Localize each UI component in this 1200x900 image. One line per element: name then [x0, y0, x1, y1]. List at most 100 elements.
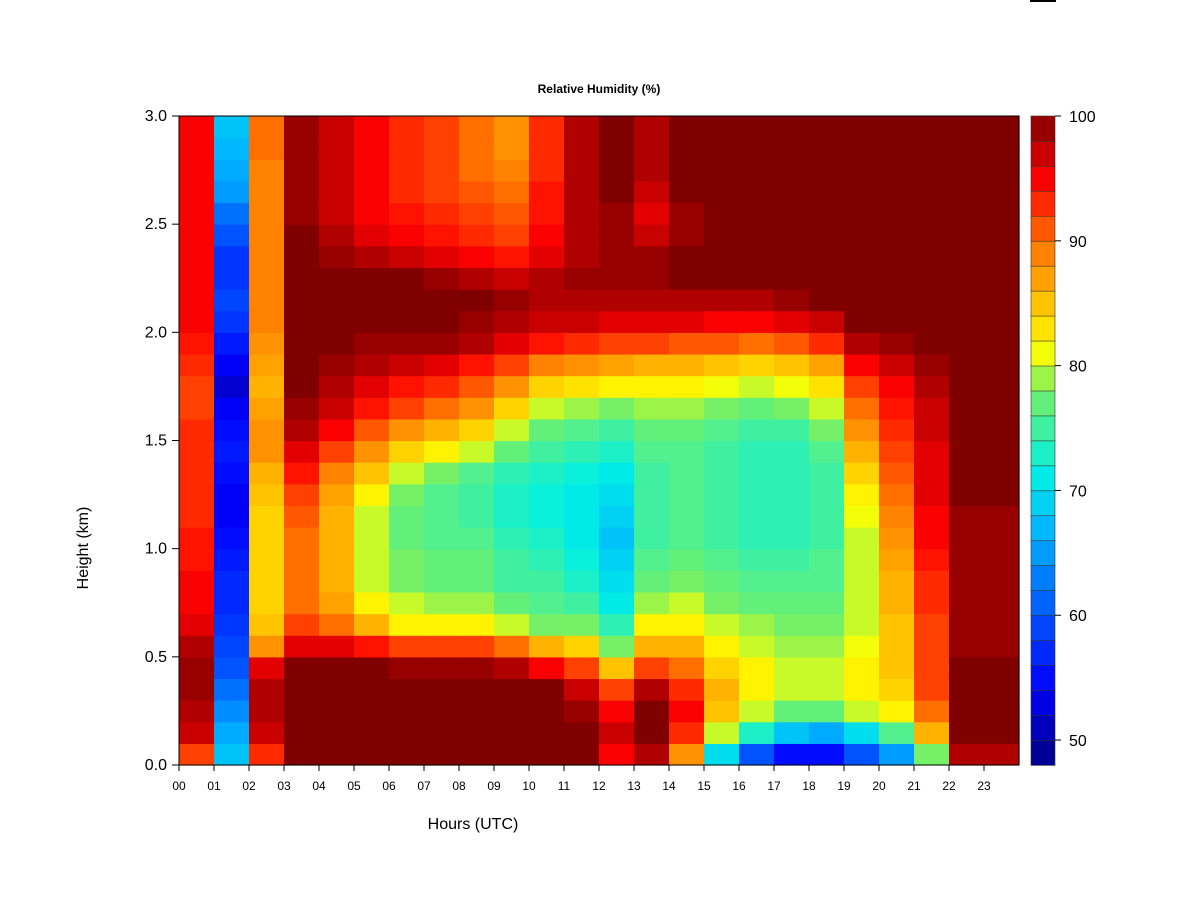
heatmap-cell: [599, 202, 635, 225]
heatmap-cell: [914, 527, 950, 550]
heatmap-cell: [809, 137, 845, 160]
heatmap-cell: [459, 483, 495, 506]
heatmap-cell: [564, 721, 600, 744]
heatmap-cell: [529, 310, 565, 333]
heatmap-cell: [354, 570, 390, 593]
heatmap-cell: [984, 397, 1020, 420]
heatmap-cell: [984, 245, 1020, 269]
heatmap-cell: [249, 375, 285, 398]
heatmap-cell: [319, 721, 355, 744]
heatmap-cell: [739, 505, 775, 528]
heatmap-cell: [844, 159, 880, 182]
heatmap-cell: [564, 418, 600, 442]
colorbar-tick-label: 50: [1069, 733, 1087, 750]
heatmap-cell: [389, 462, 425, 485]
heatmap-cell: [564, 202, 600, 225]
heatmap-cell: [809, 310, 845, 333]
heatmap-cell: [564, 224, 600, 247]
heatmap-cell: [774, 397, 810, 420]
heatmap-cell: [284, 397, 320, 420]
colorbar-swatch: [1030, 290, 1056, 317]
heatmap-cell: [599, 527, 635, 550]
heatmap-cell: [529, 505, 565, 528]
heatmap-cell: [424, 245, 460, 269]
heatmap-cell: [424, 527, 460, 550]
top-edge-mark: [1030, 0, 1056, 2]
heatmap-cell: [704, 332, 740, 355]
heatmap-cell: [494, 397, 530, 420]
heatmap-cell: [249, 418, 285, 442]
heatmap-cell: [319, 527, 355, 550]
heatmap-cell: [389, 721, 425, 744]
heatmap-cell: [809, 527, 845, 550]
heatmap-cell: [984, 635, 1020, 658]
heatmap-cell: [284, 591, 320, 615]
heatmap-cell: [669, 375, 705, 398]
heatmap-cell: [179, 137, 215, 160]
heatmap-cell: [354, 224, 390, 247]
heatmap-cell: [914, 289, 950, 312]
heatmap-cell: [249, 462, 285, 485]
heatmap-cell: [844, 245, 880, 269]
heatmap-cell: [669, 678, 705, 701]
heatmap-cell: [809, 505, 845, 528]
heatmap-cell: [494, 375, 530, 398]
heatmap-cell: [179, 310, 215, 333]
colorbar-swatch: [1030, 165, 1056, 192]
heatmap-cell: [284, 202, 320, 225]
heatmap-cell: [634, 202, 670, 225]
heatmap-cell: [879, 635, 915, 658]
heatmap-cell: [599, 116, 635, 139]
colorbar-swatch: [1030, 115, 1056, 142]
heatmap-cell: [564, 289, 600, 312]
heatmap-cell: [249, 700, 285, 723]
y-tick-label: 0.5: [145, 649, 167, 666]
heatmap-cell: [844, 613, 880, 636]
heatmap-cell: [424, 375, 460, 398]
heatmap-cell: [914, 440, 950, 463]
heatmap-cell: [564, 548, 600, 571]
heatmap-cell: [529, 656, 565, 680]
heatmap-cell: [949, 116, 985, 139]
heatmap-cell: [284, 462, 320, 485]
heatmap-cell: [949, 440, 985, 463]
colorbar-swatch: [1030, 565, 1056, 591]
heatmap-cell: [844, 224, 880, 247]
heatmap-cell: [739, 116, 775, 139]
heatmap-cell: [459, 462, 495, 485]
heatmap-cell: [634, 159, 670, 182]
heatmap-cell: [354, 375, 390, 398]
heatmap-cell: [774, 353, 810, 377]
heatmap-cell: [249, 267, 285, 290]
heatmap-cell: [214, 180, 250, 204]
heatmap-cell: [844, 397, 880, 420]
heatmap-cell: [249, 245, 285, 269]
heatmap-cell: [389, 700, 425, 723]
heatmap-cell: [704, 440, 740, 463]
heatmap-cell: [249, 505, 285, 528]
heatmap-cell: [634, 700, 670, 723]
heatmap-cell: [634, 310, 670, 333]
heatmap-cell: [319, 418, 355, 442]
heatmap-cell: [389, 570, 425, 593]
heatmap-cell: [669, 353, 705, 377]
heatmap-cell: [914, 635, 950, 658]
heatmap-cell: [599, 397, 635, 420]
heatmap-cell: [494, 116, 530, 139]
heatmap-cell: [949, 180, 985, 204]
heatmap-cell: [669, 743, 705, 766]
heatmap-cell: [879, 678, 915, 701]
heatmap-cell: [284, 635, 320, 658]
heatmap-cell: [354, 353, 390, 377]
heatmap-cell: [319, 245, 355, 269]
heatmap-cell: [634, 635, 670, 658]
heatmap-cell: [669, 548, 705, 571]
heatmap-cell: [424, 613, 460, 636]
heatmap-cell: [809, 289, 845, 312]
heatmap-cell: [739, 180, 775, 204]
heatmap-cell: [424, 180, 460, 204]
heatmap-cell: [879, 180, 915, 204]
heatmap-cell: [774, 116, 810, 139]
heatmap-cell: [214, 635, 250, 658]
heatmap-cell: [284, 180, 320, 204]
